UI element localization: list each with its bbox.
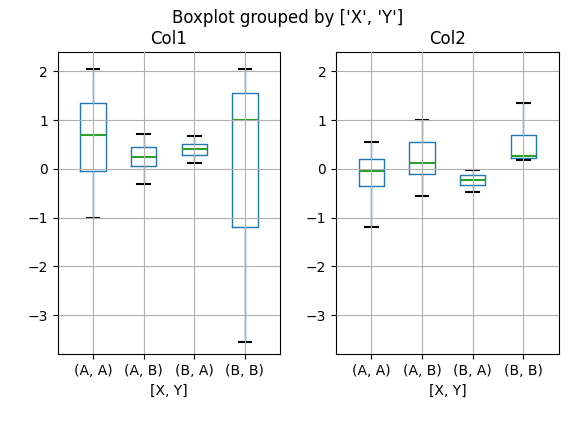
X-axis label: [X, Y]: [X, Y]: [150, 384, 188, 397]
X-axis label: [X, Y]: [X, Y]: [429, 384, 466, 397]
Title: Col2: Col2: [429, 29, 466, 48]
Text: Boxplot grouped by ['X', 'Y']: Boxplot grouped by ['X', 'Y']: [172, 9, 404, 27]
Title: Col1: Col1: [150, 29, 187, 48]
